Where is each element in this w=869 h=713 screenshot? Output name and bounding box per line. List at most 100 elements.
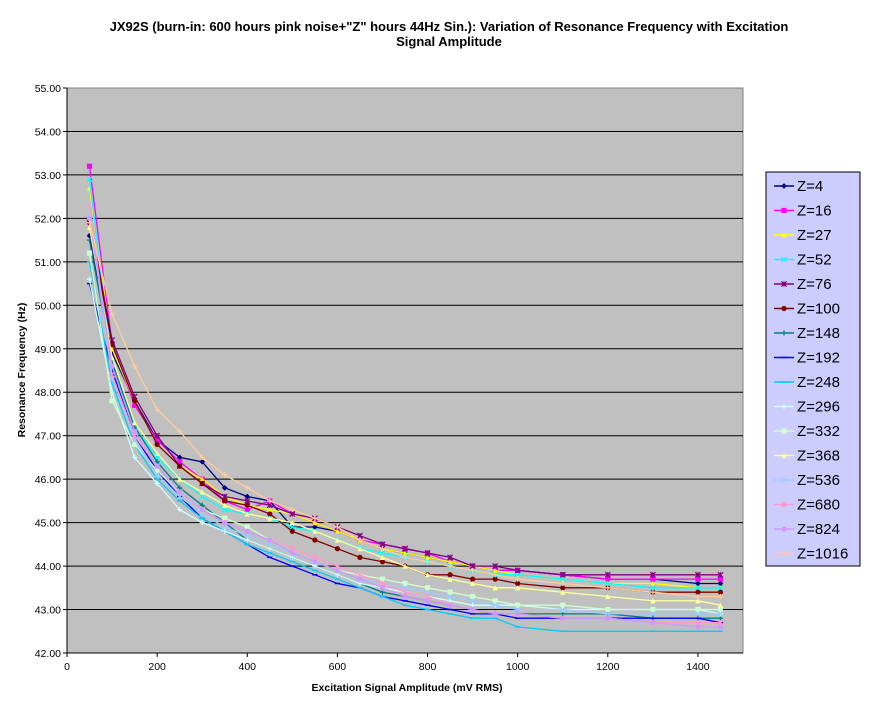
legend-label: Z=100 (797, 301, 840, 318)
data-point-z-332 (447, 589, 453, 595)
legend-label: Z=16 (797, 203, 832, 220)
data-point-z-1016 (447, 563, 453, 569)
legend-swatch-marker (781, 305, 787, 312)
data-point-z-368 (717, 602, 724, 608)
data-point-z-296 (334, 572, 340, 578)
data-point-z-824 (154, 463, 160, 469)
y-axis-title: Resonance Frequency (Hz) (16, 303, 28, 438)
data-point-z-680 (424, 593, 431, 600)
data-point-z-368 (650, 598, 656, 604)
legend-item-z-248: Z=248 (774, 374, 840, 391)
data-point-z-27 (650, 580, 656, 587)
data-point-z-536 (424, 589, 431, 596)
data-point-z-824 (289, 550, 295, 556)
data-point-z-536 (717, 610, 724, 617)
data-point-z-824 (515, 611, 521, 617)
y-tick-label: 53.00 (35, 170, 61, 182)
legend-swatch-marker (781, 330, 787, 336)
data-point-z-148 (717, 615, 724, 621)
data-point-z-680 (717, 619, 724, 626)
data-point-z-52 (289, 523, 296, 530)
data-point-z-368 (470, 580, 476, 587)
data-point-z-52 (199, 493, 206, 500)
data-point-z-100 (312, 537, 318, 543)
legend-swatch-marker (781, 207, 787, 214)
data-point-z-16 (86, 163, 93, 169)
data-point-z-680 (694, 619, 701, 626)
data-point-z-52 (514, 571, 521, 578)
data-point-z-368 (447, 576, 453, 582)
legend-swatch-marker (780, 476, 788, 484)
data-point-z-368 (199, 489, 205, 495)
data-point-z-76 (244, 497, 251, 504)
data-point-z-1016 (289, 506, 295, 513)
data-point-z-332 (424, 585, 431, 591)
data-point-z-1016 (154, 407, 160, 413)
data-point-z-100 (515, 580, 521, 587)
data-point-z-16 (695, 576, 701, 582)
data-point-z-296 (177, 506, 183, 513)
data-point-z-332 (379, 576, 386, 582)
data-point-z-680 (289, 545, 296, 552)
data-point-z-148 (154, 459, 160, 465)
data-point-z-1016 (312, 515, 318, 521)
y-tick-label: 55.00 (35, 83, 61, 95)
data-point-z-100 (132, 398, 138, 404)
y-tick-label: 54.00 (35, 126, 61, 138)
data-point-z-27 (334, 528, 340, 534)
data-point-z-368 (424, 572, 431, 578)
data-point-z-1016 (244, 485, 250, 491)
data-point-z-76 (154, 432, 161, 439)
x-tick-label: 200 (148, 661, 166, 673)
data-point-z-100 (244, 502, 250, 508)
y-tick-label: 43.00 (35, 605, 61, 617)
data-point-z-368 (402, 563, 408, 569)
data-point-z-1016 (402, 554, 408, 560)
data-point-z-680 (401, 589, 409, 596)
data-point-z-1016 (515, 576, 521, 582)
data-point-z-332 (650, 606, 656, 613)
legend-label: Z=248 (797, 374, 840, 391)
data-point-z-100 (289, 528, 295, 534)
data-point-z-1016 (222, 472, 228, 478)
legend-item-z-1016: Z=1016 (774, 546, 848, 563)
data-point-z-100 (695, 589, 701, 595)
data-point-z-100 (109, 341, 115, 348)
data-point-z-100 (154, 441, 160, 447)
data-point-z-368 (244, 511, 250, 517)
data-point-z-824 (267, 537, 273, 543)
data-point-z-680 (356, 571, 363, 578)
legend-label: Z=368 (797, 448, 840, 465)
data-point-z-27 (424, 554, 431, 560)
x-tick-label: 1000 (506, 661, 530, 673)
data-point-z-368 (695, 598, 701, 604)
legend-item-z-4: Z=4 (774, 178, 823, 195)
data-point-z-1016 (334, 524, 340, 530)
data-point-z-680 (334, 563, 341, 570)
data-point-z-100 (447, 572, 453, 578)
data-point-z-296 (222, 528, 228, 534)
data-point-z-368 (515, 585, 521, 591)
data-point-z-100 (717, 589, 724, 595)
data-point-z-52 (379, 550, 386, 557)
data-point-z-368 (132, 420, 138, 426)
legend-item-z-148: Z=148 (774, 325, 840, 342)
data-point-z-16 (244, 506, 250, 513)
data-point-z-76 (649, 571, 656, 578)
legend-swatch-marker (780, 280, 788, 288)
data-point-z-76 (401, 545, 409, 552)
gridlines (67, 130, 743, 611)
data-point-z-1016 (132, 363, 138, 369)
data-point-z-536 (266, 541, 273, 548)
data-point-z-536 (694, 610, 701, 617)
data-point-z-76 (559, 571, 566, 578)
legend: Z=4 Z=16 Z=27 Z=52 Z=76 Z=100 Z=148 Z=192 Z=248 Z… (765, 171, 861, 567)
data-point-z-52 (86, 176, 93, 183)
x-tick-label: 800 (419, 661, 437, 673)
data-point-z-1016 (605, 585, 611, 591)
y-tick-label: 46.00 (35, 474, 61, 486)
data-point-z-1016 (650, 589, 656, 595)
axes: 42.00 43.00 44.00 45.00 46.00 47.00 48.00 49.00… (35, 83, 743, 673)
y-tick-label: 45.00 (35, 518, 61, 530)
